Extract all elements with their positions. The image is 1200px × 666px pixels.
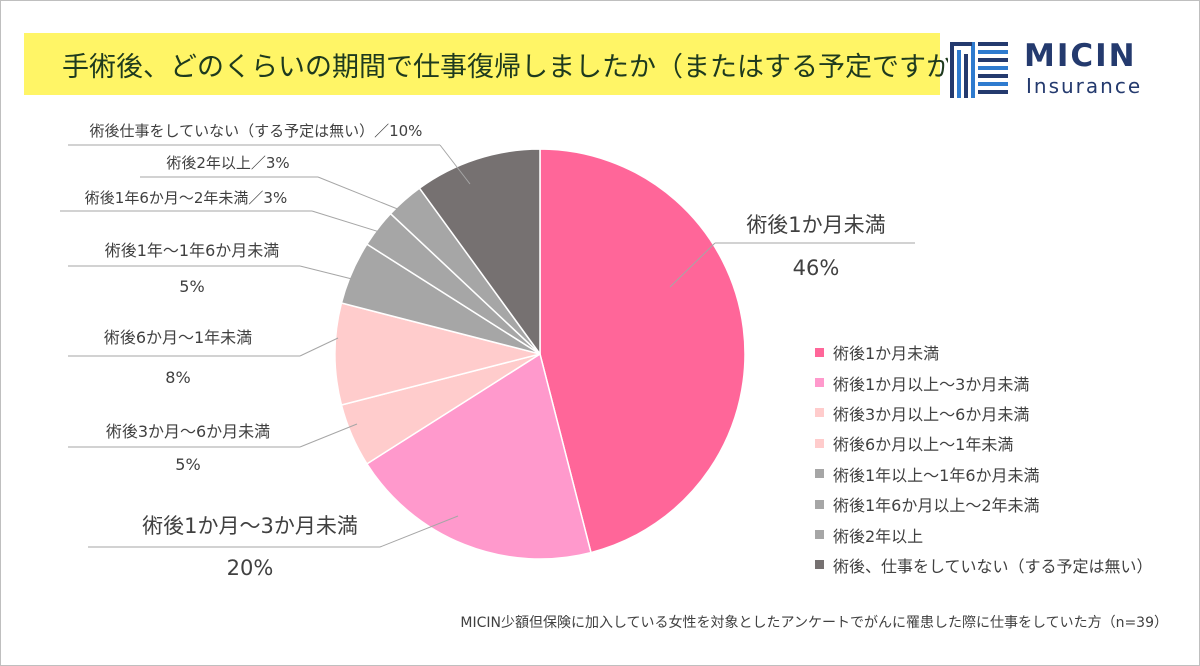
- legend-swatch-3: [815, 438, 824, 448]
- legend-swatch-2: [815, 408, 824, 418]
- legend-swatch-6: [815, 530, 824, 540]
- legend-swatch-4: [815, 469, 824, 479]
- leader-line-1: [379, 515, 459, 548]
- pie-slice-3: [334, 302, 541, 406]
- leader-line-5: [311, 210, 387, 235]
- legend-item-7: 術後、仕事をしていない（する予定は無い）: [815, 550, 1153, 580]
- leader-line-4: [299, 265, 373, 285]
- logo-text-micin: MICIN: [1024, 38, 1137, 74]
- slice-percent-3: 8%: [165, 368, 190, 387]
- micin-logo-mark-icon: [948, 40, 1010, 100]
- logo-text-insurance: Insurance: [1026, 74, 1143, 98]
- legend-swatch-1: [815, 378, 824, 388]
- pie-slice-1: [365, 352, 592, 560]
- leader-line-6: [317, 176, 406, 213]
- slice-percent-0: 46%: [793, 256, 840, 280]
- leader-line-2: [299, 423, 358, 448]
- pie-slice-0: [539, 148, 746, 554]
- slice-label-4: 術後1年〜1年6か月未満: [105, 241, 280, 260]
- legend-label-4: 術後1年以上〜1年6か月未満: [833, 465, 1040, 485]
- legend-item-0: 術後1か月未満: [815, 337, 1153, 367]
- slice-label-0: 術後1か月未満: [746, 213, 885, 237]
- pie-slice-7: [418, 148, 541, 357]
- slice-label-7: 術後仕事をしていない（する予定は無い）／10%: [90, 122, 423, 140]
- leader-line-0: [669, 242, 716, 288]
- legend-item-5: 術後1年6か月以上〜2年未満: [815, 489, 1153, 519]
- chart-title: 手術後、どのくらいの期間で仕事復帰しましたか（またはする予定ですか）: [62, 51, 980, 83]
- micin-logo: MICIN Insurance: [948, 38, 1168, 100]
- legend-swatch-7: [815, 560, 824, 570]
- legend-swatch-0: [815, 347, 824, 357]
- legend-item-6: 術後2年以上: [815, 519, 1153, 549]
- legend-item-4: 術後1年以上〜1年6か月未満: [815, 459, 1153, 489]
- legend-item-1: 術後1か月以上〜3か月未満: [815, 367, 1153, 397]
- slice-label-3: 術後6か月〜1年未満: [104, 328, 252, 347]
- legend-item-3: 術後6か月以上〜1年未満: [815, 428, 1153, 458]
- slice-label-2: 術後3か月〜6か月未満: [106, 422, 270, 441]
- legend-label-0: 術後1か月未満: [833, 344, 940, 364]
- legend-label-2: 術後3か月以上〜6か月未満: [833, 404, 1030, 424]
- chart-legend: 術後1か月未満術後1か月以上〜3か月未満 術後3か月以上〜6か月未満 術後6か月以上…: [815, 337, 1153, 580]
- slice-percent-2: 5%: [175, 455, 200, 474]
- leader-line-7: [439, 144, 471, 185]
- slice-label-6: 術後2年以上／3%: [166, 154, 289, 172]
- legend-label-7: 術後、仕事をしていない（する予定は無い）: [833, 556, 1153, 576]
- slice-label-5: 術後1年6か月〜2年未満／3%: [85, 189, 287, 207]
- slice-percent-1: 20%: [227, 556, 274, 580]
- legend-label-3: 術後6か月以上〜1年未満: [833, 435, 1014, 455]
- footnote: MICIN少額但保険に加入している女性を対象としたアンケートでがんに罹患した際に…: [460, 615, 1168, 631]
- legend-swatch-5: [815, 499, 824, 509]
- legend-item-2: 術後3か月以上〜6か月未満: [815, 398, 1153, 428]
- leader-line-3: [299, 337, 339, 357]
- slice-percent-4: 5%: [179, 277, 204, 296]
- slice-label-1: 術後1か月〜3か月未満: [142, 514, 358, 538]
- title-banner: 手術後、どのくらいの期間で仕事復帰しましたか（またはする予定ですか）: [24, 33, 980, 95]
- legend-label-6: 術後2年以上: [833, 526, 924, 546]
- legend-label-1: 術後1か月以上〜3か月未満: [833, 374, 1030, 394]
- legend-label-5: 術後1年6か月以上〜2年未満: [833, 496, 1040, 516]
